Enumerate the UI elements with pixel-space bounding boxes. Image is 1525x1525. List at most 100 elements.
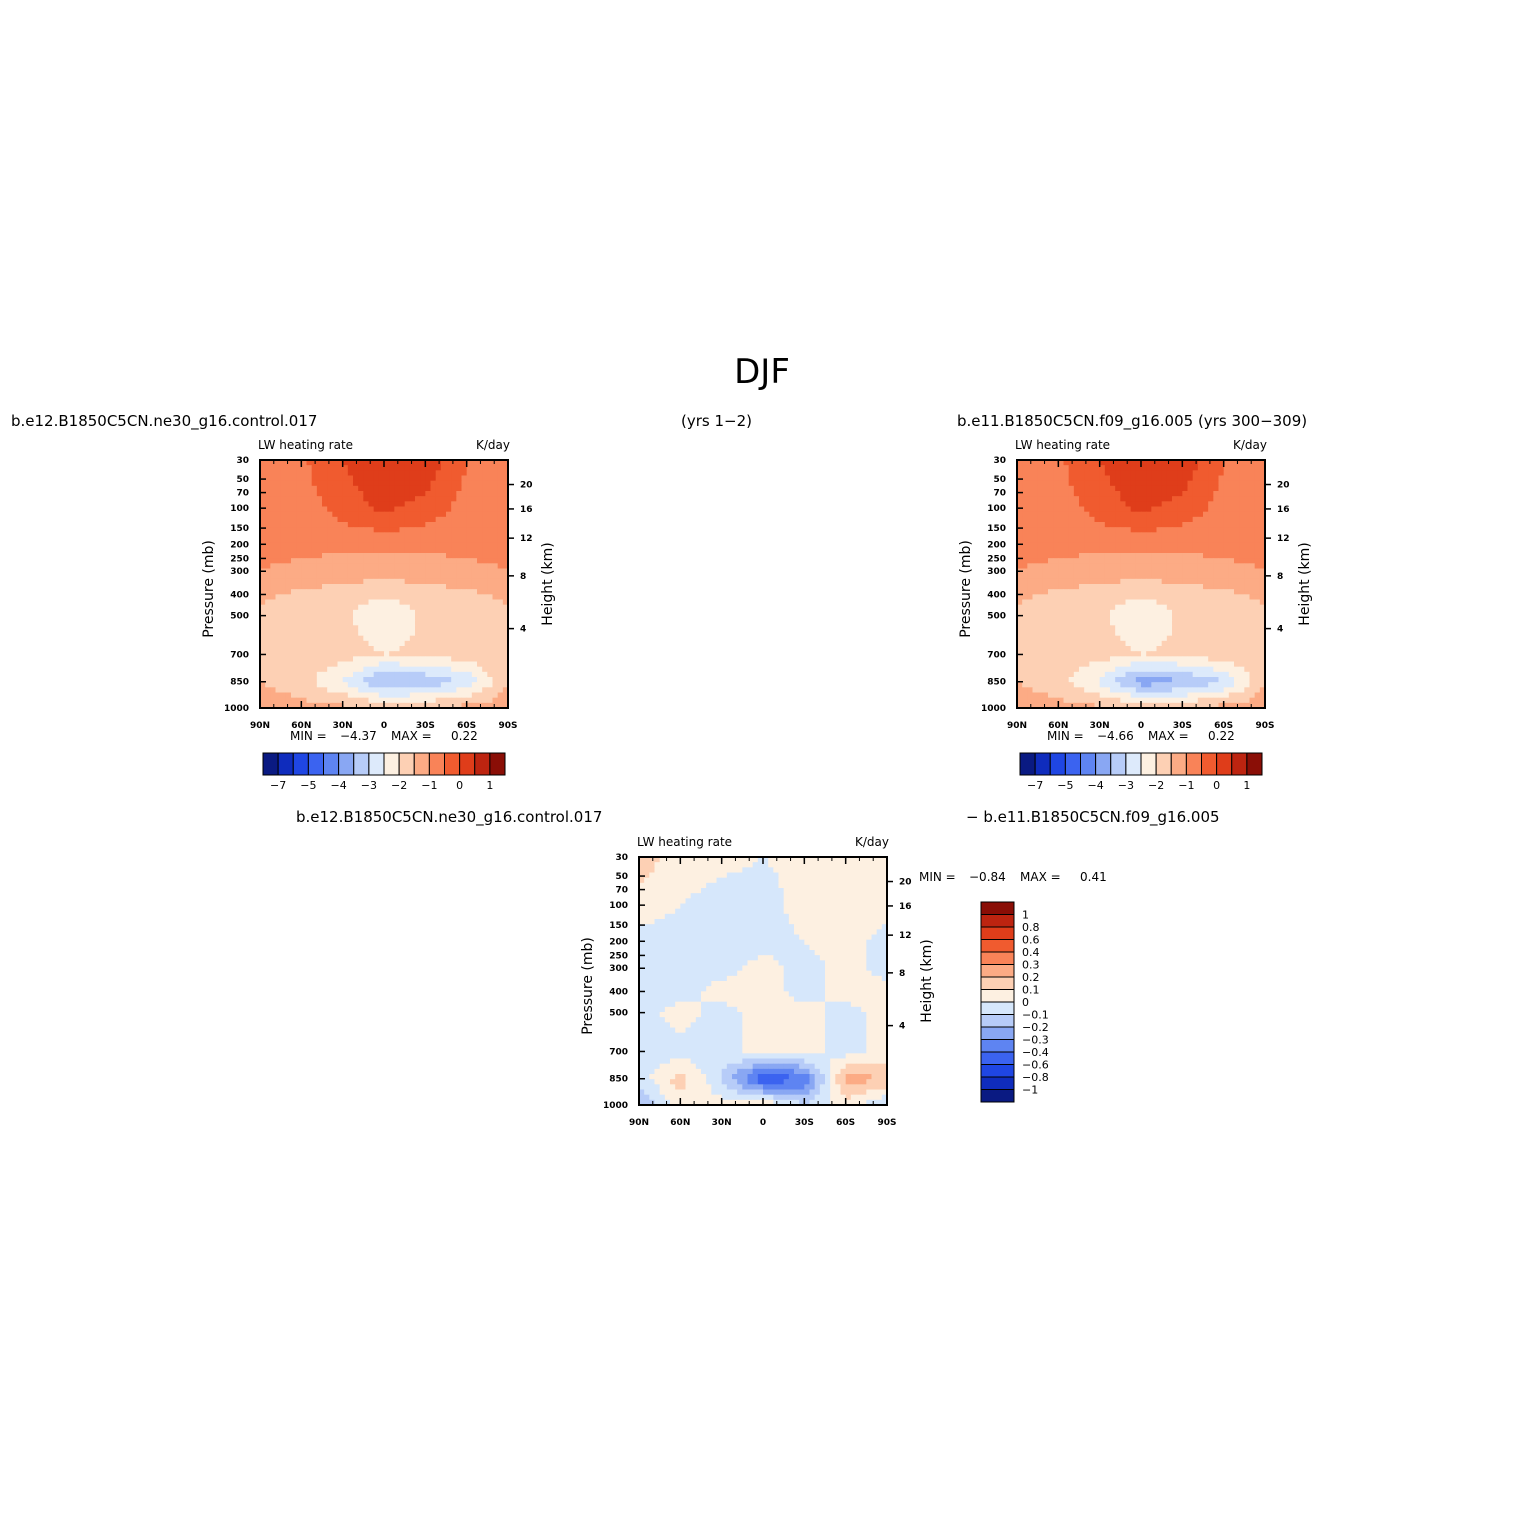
field-cell — [316, 527, 323, 533]
field-cell — [1099, 702, 1106, 709]
field-cell — [1027, 460, 1033, 466]
field-cell — [1161, 553, 1168, 559]
x-tick-label: 0 — [381, 721, 387, 731]
field-cell — [1244, 589, 1250, 595]
field-cell — [716, 857, 723, 863]
field-cell — [492, 609, 499, 616]
field-cell — [384, 584, 390, 590]
field-cell — [1259, 537, 1266, 544]
field-cell — [384, 692, 390, 699]
field-cell — [1079, 646, 1085, 652]
y-tick-label: 700 — [987, 650, 1006, 660]
colorbar-box — [1155, 752, 1172, 776]
field-cell — [316, 677, 323, 683]
field-cell — [301, 516, 307, 523]
field-cell — [487, 584, 493, 590]
field-cell — [420, 485, 426, 492]
field-cell — [1130, 620, 1137, 626]
field-cell — [1058, 573, 1064, 580]
field-cell — [301, 480, 307, 487]
field-cell — [1094, 568, 1101, 575]
field-cell — [1182, 475, 1188, 482]
field-cell — [316, 625, 323, 631]
field-cell — [316, 604, 323, 611]
field-cell — [285, 635, 292, 642]
field-cell — [1032, 568, 1039, 575]
field-cell — [451, 615, 457, 621]
field-cell — [306, 460, 313, 466]
field-cell — [291, 516, 297, 523]
field-cell — [353, 609, 359, 616]
field-cell — [492, 480, 499, 487]
field-cell — [1017, 578, 1023, 585]
field-cell — [1249, 573, 1256, 580]
field-cell — [1094, 635, 1101, 642]
field-cell — [1203, 677, 1209, 683]
field-cell — [1120, 547, 1126, 554]
field-cell — [1146, 702, 1152, 709]
field-cell — [1208, 687, 1214, 693]
field-cell — [1089, 465, 1095, 471]
field-cell — [1135, 516, 1142, 523]
field-cell — [1254, 692, 1261, 699]
field-cell — [353, 547, 359, 554]
field-cell — [1172, 594, 1178, 600]
field-cell — [435, 547, 442, 554]
field-cell — [363, 646, 369, 652]
field-cell — [306, 661, 313, 668]
field-cell — [1223, 465, 1230, 471]
field-cell — [1073, 604, 1080, 611]
field-cell — [1182, 589, 1188, 595]
field-cell — [1228, 640, 1235, 647]
field-cell — [1234, 687, 1240, 693]
field-cell — [389, 475, 395, 482]
field-cell — [1125, 677, 1132, 683]
field-cell — [389, 485, 395, 492]
field-cell — [1115, 656, 1121, 662]
field-cell — [1104, 465, 1111, 471]
field-cell — [306, 666, 313, 673]
field-cell — [1115, 532, 1121, 538]
field-cell — [446, 460, 452, 466]
field-cell — [1089, 506, 1095, 513]
field-cell — [1099, 661, 1106, 668]
field-cell — [1254, 661, 1261, 668]
field-cell — [747, 862, 754, 868]
field-cell — [487, 547, 493, 554]
field-cell — [1104, 537, 1111, 544]
field-cell — [1228, 470, 1235, 476]
field-cell — [373, 697, 380, 704]
field-cell — [425, 677, 431, 683]
field-cell — [1042, 547, 1049, 554]
field-cell — [1084, 475, 1090, 482]
field-cell — [497, 625, 504, 631]
field-cell — [1208, 542, 1214, 549]
field-cell — [1208, 568, 1214, 575]
field-cell — [680, 867, 686, 873]
field-cell — [389, 578, 395, 585]
field-cell — [394, 687, 400, 693]
field-cell — [1182, 584, 1188, 590]
field-cell — [1182, 702, 1188, 709]
field-cell — [384, 568, 390, 575]
field-cell — [353, 465, 359, 471]
field-cell — [1172, 501, 1178, 507]
field-cell — [1079, 578, 1085, 585]
field-cell — [502, 609, 509, 616]
colorbar-box — [338, 752, 355, 776]
field-cell — [1048, 599, 1054, 606]
field-cell — [1141, 702, 1147, 709]
field-cell — [409, 625, 416, 631]
field-cell — [342, 692, 349, 699]
field-cell — [435, 553, 442, 559]
field-cell — [1058, 568, 1064, 575]
field-cell — [311, 589, 318, 595]
field-cell — [342, 599, 349, 606]
field-cell — [1135, 682, 1142, 688]
field-cell — [378, 506, 385, 513]
field-cell — [1146, 651, 1152, 657]
field-cell — [265, 651, 271, 657]
field-cell — [1141, 671, 1147, 678]
field-cell — [1192, 661, 1199, 668]
field-cell — [1053, 516, 1059, 523]
